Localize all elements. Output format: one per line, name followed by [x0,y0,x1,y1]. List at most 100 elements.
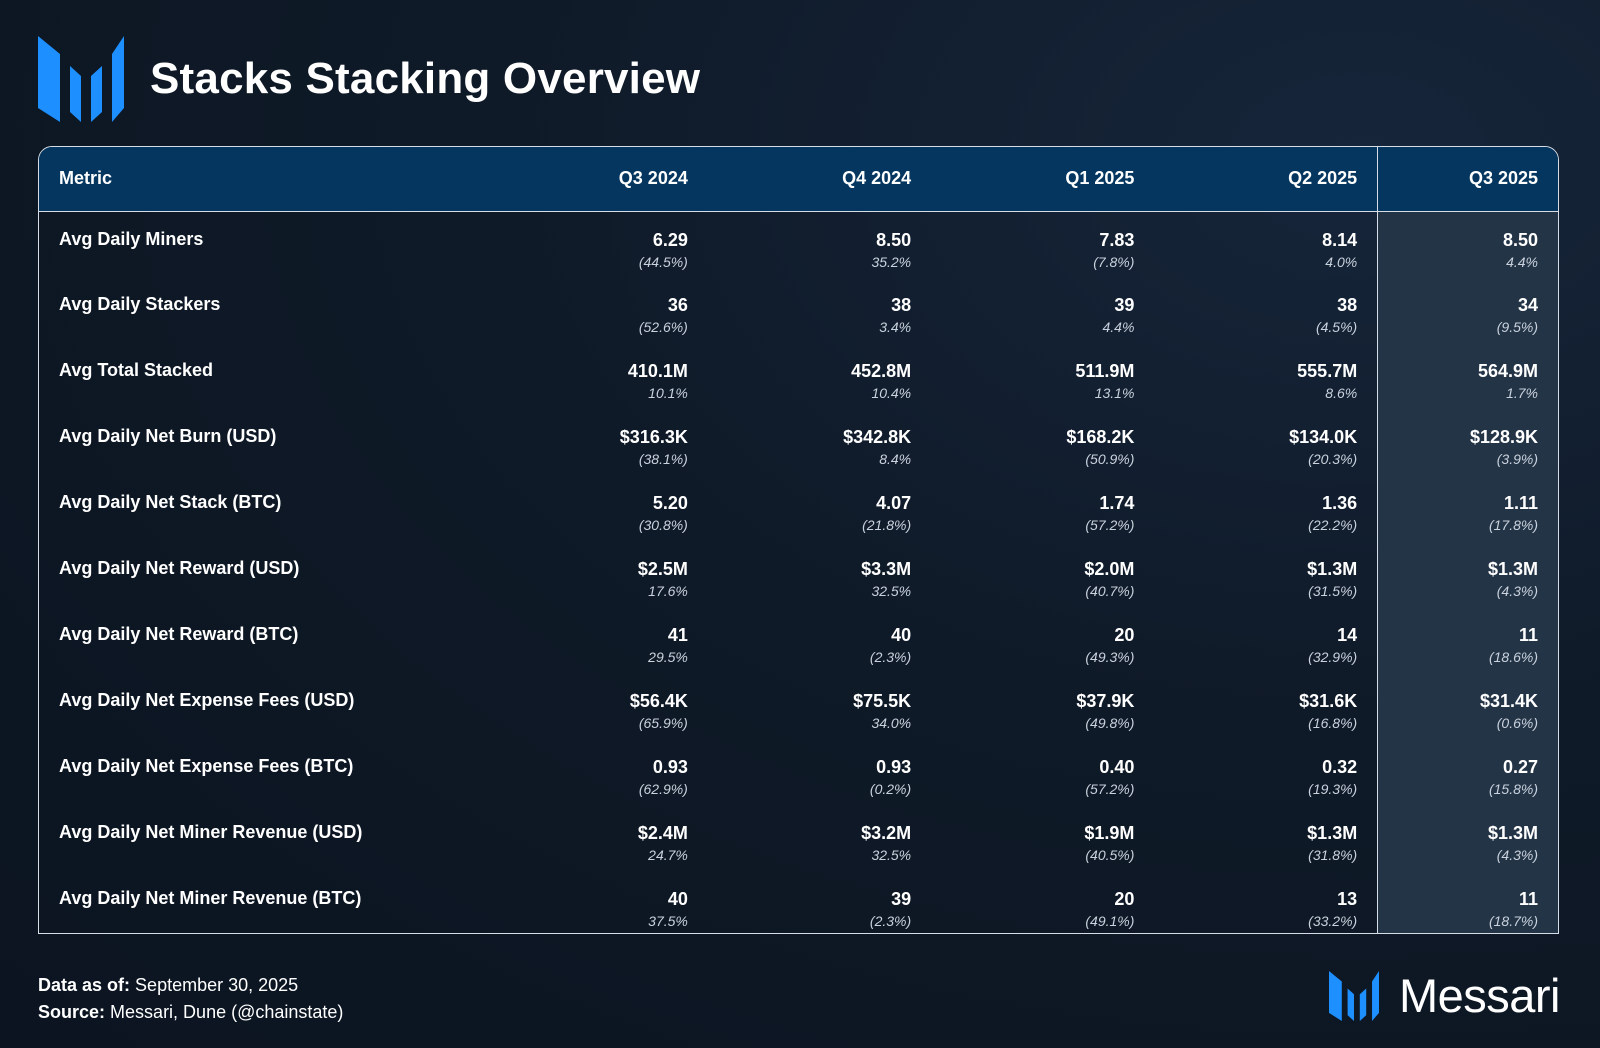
cell-value: $1.3M [1307,823,1358,843]
data-as-of: Data as of: September 30, 2025 [38,972,343,999]
table-cell: 555.7M 8.6% [1154,343,1377,409]
cell-value: 8.50 [876,229,912,250]
table-cell: $31.6K (16.8%) [1154,673,1377,739]
table-cell: $3.3M 32.5% [708,541,931,607]
cell-change: 13.1% [1094,385,1135,401]
table-cell: 0.32 (19.3%) [1154,739,1377,805]
cell-change: 4.0% [1325,253,1358,270]
table-cell: 410.1M 10.1% [485,343,708,409]
cell-value: $342.8K [843,427,912,447]
cell-change: 34.0% [871,715,912,731]
table-row: Avg Daily Net Miner Revenue (USD) $2.4M 24… [39,805,1558,871]
cell-change: (49.3%) [1085,649,1135,665]
cell-change: (17.8%) [1488,517,1538,533]
page-title: Stacks Stacking Overview [150,54,701,103]
cell-value: 8.50 [1502,229,1538,250]
cell-value: 13 [1337,889,1358,909]
table-cell: 34 (9.5%) [1377,277,1558,343]
cell-value: 511.9M [1075,361,1135,381]
cell-change: (4.5%) [1315,319,1358,335]
cell-change: (40.7%) [1085,583,1135,599]
table-cell: $75.5K 34.0% [708,673,931,739]
cell-value: $1.3M [1487,559,1538,579]
cell-change: (2.3%) [869,913,912,929]
table-cell: 7.83 (7.8%) [931,211,1154,277]
cell-value: 555.7M [1297,361,1358,381]
table-cell: $316.3K (38.1%) [485,409,708,475]
table-cell: 0.93 (62.9%) [485,739,708,805]
cell-change: (4.3%) [1496,583,1538,599]
cell-change: 4.4% [1102,319,1135,335]
table-body: Avg Daily Miners 6.29 (44.5%) 8.50 35.2% 7.83… [39,211,1558,933]
cell-change: 35.2% [871,253,912,270]
table-cell: 452.8M 10.4% [708,343,931,409]
cell-value: 40 [891,625,912,645]
source-label: Source: [38,1002,106,1022]
column-header: Q3 2025 [1377,147,1558,212]
cell-change: 32.5% [871,847,912,863]
cell-change: 10.1% [648,385,688,401]
table-cell: 8.50 4.4% [1377,211,1558,277]
table-cell: 20 (49.1%) [931,871,1154,933]
cell-value: $128.9K [1469,427,1538,447]
overview-table: Metric Q3 2024 Q4 2024 Q1 2025 Q2 2025 Q… [38,146,1559,934]
cell-change: (22.2%) [1308,517,1358,533]
cell-value: 38 [1337,295,1358,315]
cell-value: $31.4K [1479,691,1538,711]
table-row: Avg Daily Miners 6.29 (44.5%) 8.50 35.2% 7.83… [39,211,1558,277]
metric-label: Avg Total Stacked [59,360,214,380]
cell-change: (9.5%) [1496,319,1538,335]
cell-change: (62.9%) [638,781,688,797]
cell-value: 452.8M [851,361,912,381]
cell-value: 36 [667,295,688,315]
metric-label: Avg Daily Net Burn (USD) [59,426,277,446]
table-cell: 41 29.5% [485,607,708,673]
data-as-of-value: September 30, 2025 [135,975,299,995]
cell-value: 410.1M [627,361,688,381]
messari-logo-icon [1328,970,1379,1021]
cell-value: 11 [1518,889,1538,909]
table-cell: 511.9M 13.1% [931,343,1154,409]
brand-name: Messari [1398,969,1561,1022]
messari-logo-icon [38,36,124,122]
table-cell: $168.2K (50.9%) [931,409,1154,475]
table-cell: 13 (33.2%) [1154,871,1377,933]
table-row: Avg Daily Net Burn (USD) $316.3K (38.1%) $3… [39,409,1558,475]
cell-change: (40.5%) [1085,847,1135,863]
cell-value: 564.9M [1477,361,1538,381]
table-row: Avg Daily Net Stack (BTC) 5.20 (30.8%) 4.07… [39,475,1558,541]
metric-label: Avg Daily Net Miner Revenue (BTC) [59,888,362,908]
table-cell: $1.3M (31.8%) [1154,805,1377,871]
cell-change: (15.8%) [1488,781,1538,797]
footer: Data as of: September 30, 2025 Source: M… [38,972,343,1026]
table-row: Avg Daily Stackers 36 (52.6%) 38 3.4% 39 4.4% 3… [39,277,1558,343]
cell-change: (44.5%) [638,253,688,270]
table-cell: $56.4K (65.9%) [485,673,708,739]
cell-value: $37.9K [1076,691,1135,711]
cell-value: 0.93 [876,757,912,777]
table-cell: $342.8K 8.4% [708,409,931,475]
table-cell: $2.5M 17.6% [485,541,708,607]
cell-value: 40 [667,889,688,909]
cell-value: $1.3M [1307,559,1358,579]
table-cell: $37.9K (49.8%) [931,673,1154,739]
metric-label: Avg Daily Net Reward (USD) [59,558,300,578]
cell-value: 5.20 [652,493,688,513]
metric-label: Avg Daily Net Stack (BTC) [59,492,282,512]
cell-value: 0.40 [1099,757,1135,777]
cell-change: (57.2%) [1085,781,1135,797]
table-row: Avg Daily Net Expense Fees (USD) $56.4K (6… [39,673,1558,739]
table-row: Avg Daily Net Reward (BTC) 41 29.5% 40 (2.3%… [39,607,1558,673]
table-cell: $134.0K (20.3%) [1154,409,1377,475]
metric-label: Avg Daily Net Expense Fees (BTC) [59,756,354,776]
table-cell: 4.07 (21.8%) [708,475,931,541]
cell-change: (21.8%) [862,517,912,533]
table-cell: 14 (32.9%) [1154,607,1377,673]
table-cell: 39 4.4% [931,277,1154,343]
cell-value: 8.14 [1322,229,1358,250]
source-value: Messari, Dune (@chainstate) [110,1002,344,1022]
cell-change: (65.9%) [638,715,688,731]
cell-value: $3.3M [861,559,912,579]
table-cell: 1.36 (22.2%) [1154,475,1377,541]
table-cell: 11 (18.7%) [1377,871,1558,933]
